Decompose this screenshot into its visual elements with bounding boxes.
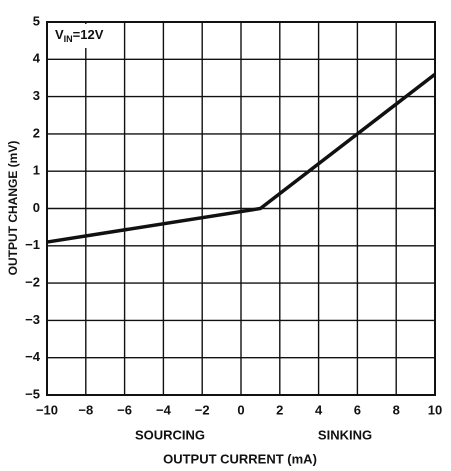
x-tick-label: −4 — [156, 402, 172, 417]
y-tick-label: 0 — [33, 200, 40, 215]
sourcing-label: SOURCING — [135, 427, 205, 442]
x-tick-label: 6 — [354, 402, 361, 417]
y-tick-label: 2 — [33, 125, 40, 140]
x-tick-label: 10 — [428, 402, 442, 417]
plot-frame — [46, 21, 436, 396]
annotation: VIN=12V — [55, 27, 104, 44]
sinking-label: SINKING — [318, 427, 372, 442]
y-axis-label: OUTPUT CHANGE (mV) — [6, 141, 20, 276]
x-tick-label: −2 — [195, 402, 210, 417]
x-tick-label: 2 — [276, 402, 283, 417]
x-tick-label: −8 — [78, 402, 93, 417]
x-tick-label: −6 — [117, 402, 132, 417]
y-tick-label: −1 — [25, 237, 40, 252]
y-tick-label: 3 — [33, 88, 40, 103]
y-tick-label: 1 — [33, 163, 40, 178]
annotation-sub: IN — [64, 34, 73, 44]
y-tick-label: 4 — [33, 51, 41, 66]
y-tick-label: −3 — [25, 312, 40, 327]
x-tick-label: −10 — [36, 402, 58, 417]
y-tick-label: −4 — [25, 349, 41, 364]
y-tick-label: −5 — [25, 386, 40, 401]
annotation-part: V — [55, 27, 64, 42]
x-tick-label: 4 — [315, 402, 323, 417]
x-tick-label: 0 — [237, 402, 244, 417]
x-axis-label: OUTPUT CURRENT (mA) — [163, 451, 317, 466]
annotation-box — [49, 24, 115, 48]
data-line — [46, 72, 437, 244]
y-tick-label: −2 — [25, 275, 40, 290]
x-tick-label: 8 — [393, 402, 400, 417]
y-tick-label: 5 — [33, 13, 40, 28]
annotation-part: =12V — [73, 27, 104, 42]
